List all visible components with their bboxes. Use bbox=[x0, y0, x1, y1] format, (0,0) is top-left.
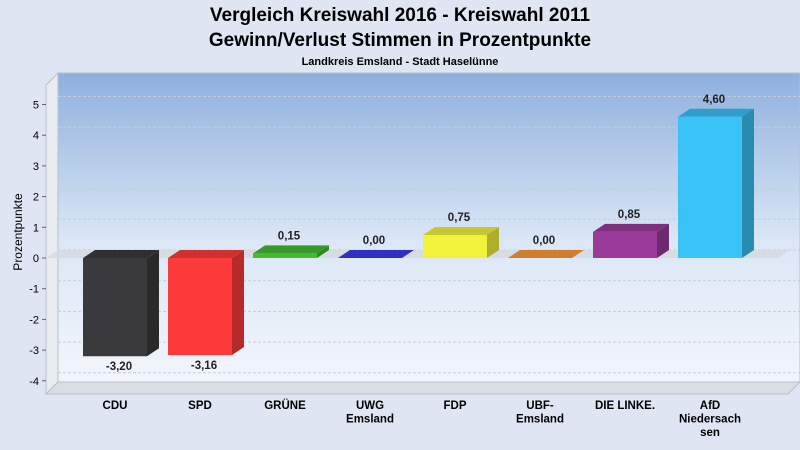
bar-side-face bbox=[232, 250, 244, 356]
y-axis-ticks: 5 4 3 2 1 0 -1 -2 -3 -4 bbox=[29, 100, 46, 388]
category-label: Emsland bbox=[346, 414, 394, 426]
plot-floor bbox=[44, 381, 800, 395]
bar-top-face bbox=[338, 250, 414, 258]
category-label: Niedersach bbox=[679, 414, 741, 426]
y-tick-label: -4 bbox=[29, 376, 39, 388]
category-label: AfD bbox=[700, 400, 720, 412]
category-label: GRÜNE bbox=[264, 399, 306, 412]
bar-front-face bbox=[423, 234, 487, 258]
category-label: SPD bbox=[188, 400, 212, 412]
bar-side-face bbox=[147, 250, 159, 357]
bar-front-face bbox=[83, 258, 147, 357]
bar-top-face bbox=[83, 250, 159, 258]
bar-top-face bbox=[423, 226, 499, 235]
plot-side-wall bbox=[45, 71, 59, 396]
bar-side-face bbox=[317, 245, 329, 258]
data-label: 0,15 bbox=[278, 230, 301, 242]
chart-title-2: Gewinn/Verlust Stimmen in Prozentpunkte bbox=[209, 30, 591, 51]
y-tick-label: -1 bbox=[29, 284, 39, 296]
data-label: 0,85 bbox=[618, 209, 641, 221]
bar: 0,00 bbox=[508, 235, 584, 258]
category-label: CDU bbox=[103, 400, 128, 412]
bar-top-face bbox=[253, 245, 329, 254]
y-tick-label: 1 bbox=[33, 222, 39, 234]
bar: 0,85 bbox=[593, 209, 669, 258]
bar-top-face bbox=[593, 223, 669, 232]
category-label: Emsland bbox=[516, 414, 564, 426]
bar: 0,00 bbox=[338, 235, 414, 258]
bar: -3,20 bbox=[83, 250, 159, 373]
y-tick-label: -2 bbox=[29, 314, 39, 326]
data-label: -3,20 bbox=[106, 361, 132, 373]
y-axis-label: Prozentpunkte bbox=[11, 193, 25, 271]
bar-side-face bbox=[742, 108, 754, 258]
bar: 4,60 bbox=[678, 94, 754, 258]
bar-front-face bbox=[168, 258, 232, 356]
bar-front-face bbox=[253, 253, 317, 258]
bar-top-face bbox=[678, 108, 754, 117]
category-label: UBF- bbox=[526, 400, 554, 412]
bar-front-face bbox=[593, 231, 657, 258]
data-label: 0,00 bbox=[533, 235, 555, 247]
bar-side-face bbox=[487, 226, 499, 258]
bar: 0,75 bbox=[423, 212, 499, 258]
y-tick-label: -3 bbox=[29, 345, 39, 357]
bar-top-face bbox=[168, 250, 244, 258]
bar-top-face bbox=[508, 250, 584, 258]
data-label: -3,16 bbox=[191, 360, 217, 372]
data-label: 0,75 bbox=[448, 212, 471, 224]
data-label: 0,00 bbox=[363, 235, 385, 247]
y-tick-label: 0 bbox=[33, 253, 39, 265]
bar: 0,15 bbox=[253, 230, 329, 258]
bar-side-face bbox=[657, 223, 669, 258]
chart-subtitle: Landkreis Emsland - Stadt Haselünne bbox=[302, 56, 499, 68]
y-tick-label: 2 bbox=[33, 192, 39, 204]
y-tick-label: 3 bbox=[33, 161, 39, 173]
bar: -3,16 bbox=[168, 250, 244, 372]
category-label: sen bbox=[700, 427, 720, 439]
category-labels: CDU SPD GRÜNE UWG Emsland FDP UBF- Emsland DIE L… bbox=[103, 399, 741, 439]
category-label: UWG bbox=[356, 400, 384, 412]
chart-title: Vergleich Kreiswahl 2016 - Kreiswahl 201… bbox=[210, 5, 591, 26]
y-tick-label: 5 bbox=[33, 100, 39, 112]
y-tick-label: 4 bbox=[33, 130, 39, 142]
category-label: DIE LINKE. bbox=[595, 400, 655, 412]
category-label: FDP bbox=[444, 400, 467, 412]
bar-front-face bbox=[678, 116, 742, 258]
bars: -3,20 -3,16 0,15 0,00 0,75 0,00 0,85 4,60 bbox=[83, 94, 754, 373]
data-label: 4,60 bbox=[703, 94, 725, 106]
